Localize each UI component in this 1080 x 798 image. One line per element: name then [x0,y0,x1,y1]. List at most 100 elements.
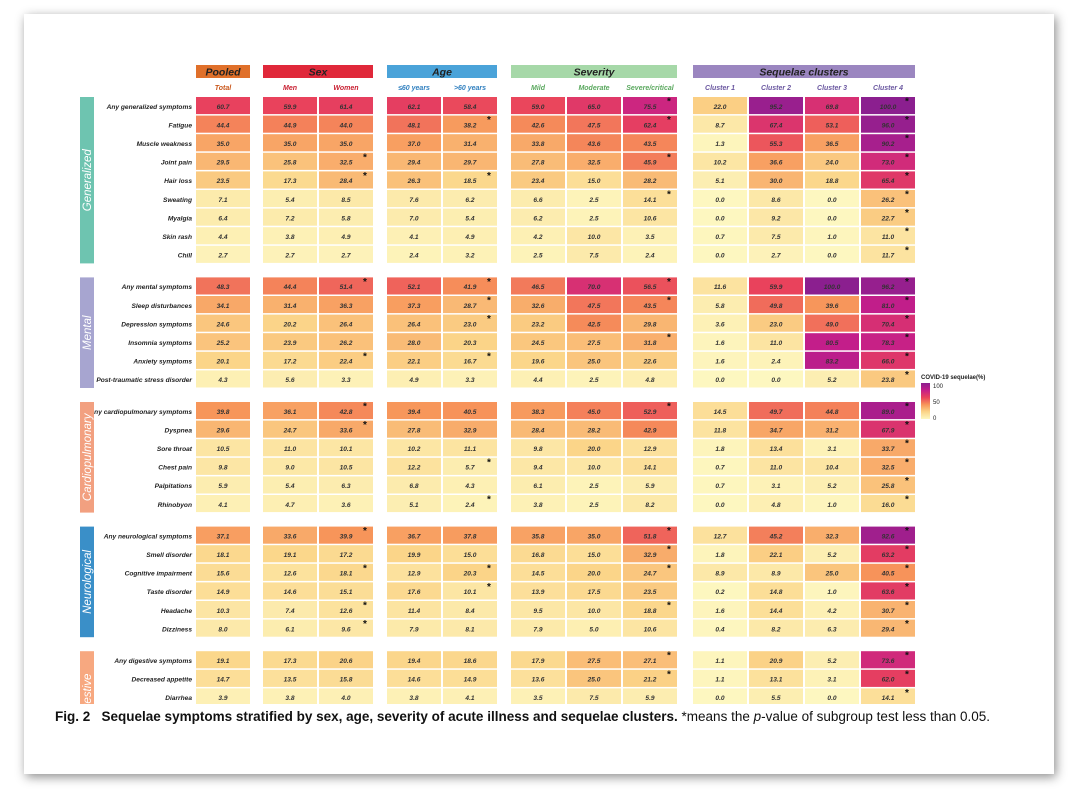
cell-value: 5.6 [285,377,294,384]
heatmap-cell [749,495,803,513]
cell-value: 52.9 [644,409,657,416]
column-label: Moderate [578,85,609,92]
heatmap-cell [511,582,565,600]
heatmap-cell [693,296,747,314]
heatmap-cell [623,296,677,314]
cell-value: 92.6 [882,533,895,540]
significance-marker: * [905,619,909,630]
heatmap-cell [749,227,803,245]
significance-marker: * [905,97,909,108]
heatmap-cell [623,134,677,152]
cell-value: 2.5 [588,502,598,509]
heatmap-cell [443,601,497,619]
heatmap-cell [861,245,915,263]
heatmap-cell [319,601,373,619]
heatmap-cell [319,669,373,687]
heatmap-cell [443,420,497,438]
heatmap-cell [443,227,497,245]
heatmap-cell [443,619,497,637]
heatmap-cell [805,190,859,208]
row-label: Dizziness [162,626,192,633]
cell-value: 11.7 [882,253,895,260]
heatmap-cell [861,545,915,563]
cell-value: 9.4 [533,465,542,472]
significance-marker: * [905,495,909,506]
heatmap-cell [805,582,859,600]
heatmap-cell [567,296,621,314]
heatmap-cell [387,333,441,351]
row-label: Any neurological symptoms [103,533,193,540]
heatmap-cell [861,190,915,208]
figure-card: Pooled Total Sex Men Women Age ≤60 years >60 ye… [24,14,1054,774]
heatmap-cell [861,526,915,544]
cell-value: 24.7 [283,427,297,434]
cell-value: 7.9 [533,626,542,633]
significance-marker: * [667,563,671,574]
significance-marker: * [667,152,671,163]
row-label: Skin rash [162,234,192,241]
cell-value: 49.8 [769,303,783,310]
cell-value: 42.6 [531,122,545,129]
heatmap-cell [567,669,621,687]
cell-value: 1.0 [827,502,836,509]
cell-value: 59.9 [284,104,297,111]
cell-value: 4.1 [217,502,227,509]
significance-marker: * [905,134,909,145]
cell-value: 35.0 [217,141,230,148]
heatmap-cell [567,333,621,351]
cell-value: 60.7 [217,104,230,111]
heatmap-cell [387,582,441,600]
cell-value: 8.7 [715,122,724,129]
heatmap-cell [805,669,859,687]
heatmap-cell [511,171,565,189]
cell-value: 8.2 [645,502,654,509]
cell-value: 4.1 [464,695,474,702]
heatmap-cell [693,134,747,152]
cell-value: 26.3 [407,178,421,185]
heatmap-cell [567,171,621,189]
cell-value: 33.6 [284,533,297,540]
heatmap-cell [319,314,373,332]
heatmap-cell [693,370,747,388]
cell-value: 28.4 [531,427,545,434]
cell-value: 49.7 [769,409,783,416]
heatmap-cell [443,526,497,544]
group-header-bar [693,65,915,78]
cell-value: 8.5 [341,197,350,204]
cell-value: 40.5 [463,409,477,416]
cell-value: 5.9 [645,695,654,702]
cell-value: 6.1 [285,626,294,633]
heatmap-cell [511,439,565,457]
cell-value: 10.1 [464,589,477,596]
heatmap-cell [567,227,621,245]
cell-value: 28.0 [407,340,421,347]
cell-value: 23.9 [283,340,297,347]
caption-note-suffix: -value of subgroup test less than 0.05. [761,709,991,724]
significance-marker: * [363,619,367,630]
cell-value: 20.3 [463,340,477,347]
significance-marker: * [905,333,909,344]
cell-value: 4.0 [340,695,350,702]
significance-marker: * [905,688,909,699]
heatmap-cell [861,370,915,388]
cell-value: 36.6 [770,160,783,167]
cell-value: 8.1 [465,626,474,633]
heatmap-cell [387,688,441,704]
heatmap-cell [263,370,317,388]
heatmap-cell [511,370,565,388]
heatmap-cell [263,134,317,152]
heatmap-cell [805,208,859,226]
heatmap-cell [749,115,803,133]
heatmap-cell [196,190,250,208]
cell-value: 31.4 [284,303,297,310]
heatmap-cell [443,296,497,314]
cell-value: 5.0 [589,626,598,633]
cell-value: 10.2 [408,446,421,453]
heatmap-cell [387,296,441,314]
group-header-label: Severity [574,67,616,79]
cell-value: 31.8 [644,340,657,347]
cell-value: 28.2 [643,178,657,185]
heatmap-cell [749,476,803,494]
cell-value: 20.2 [283,321,297,328]
category-label: Digestive [82,674,94,704]
